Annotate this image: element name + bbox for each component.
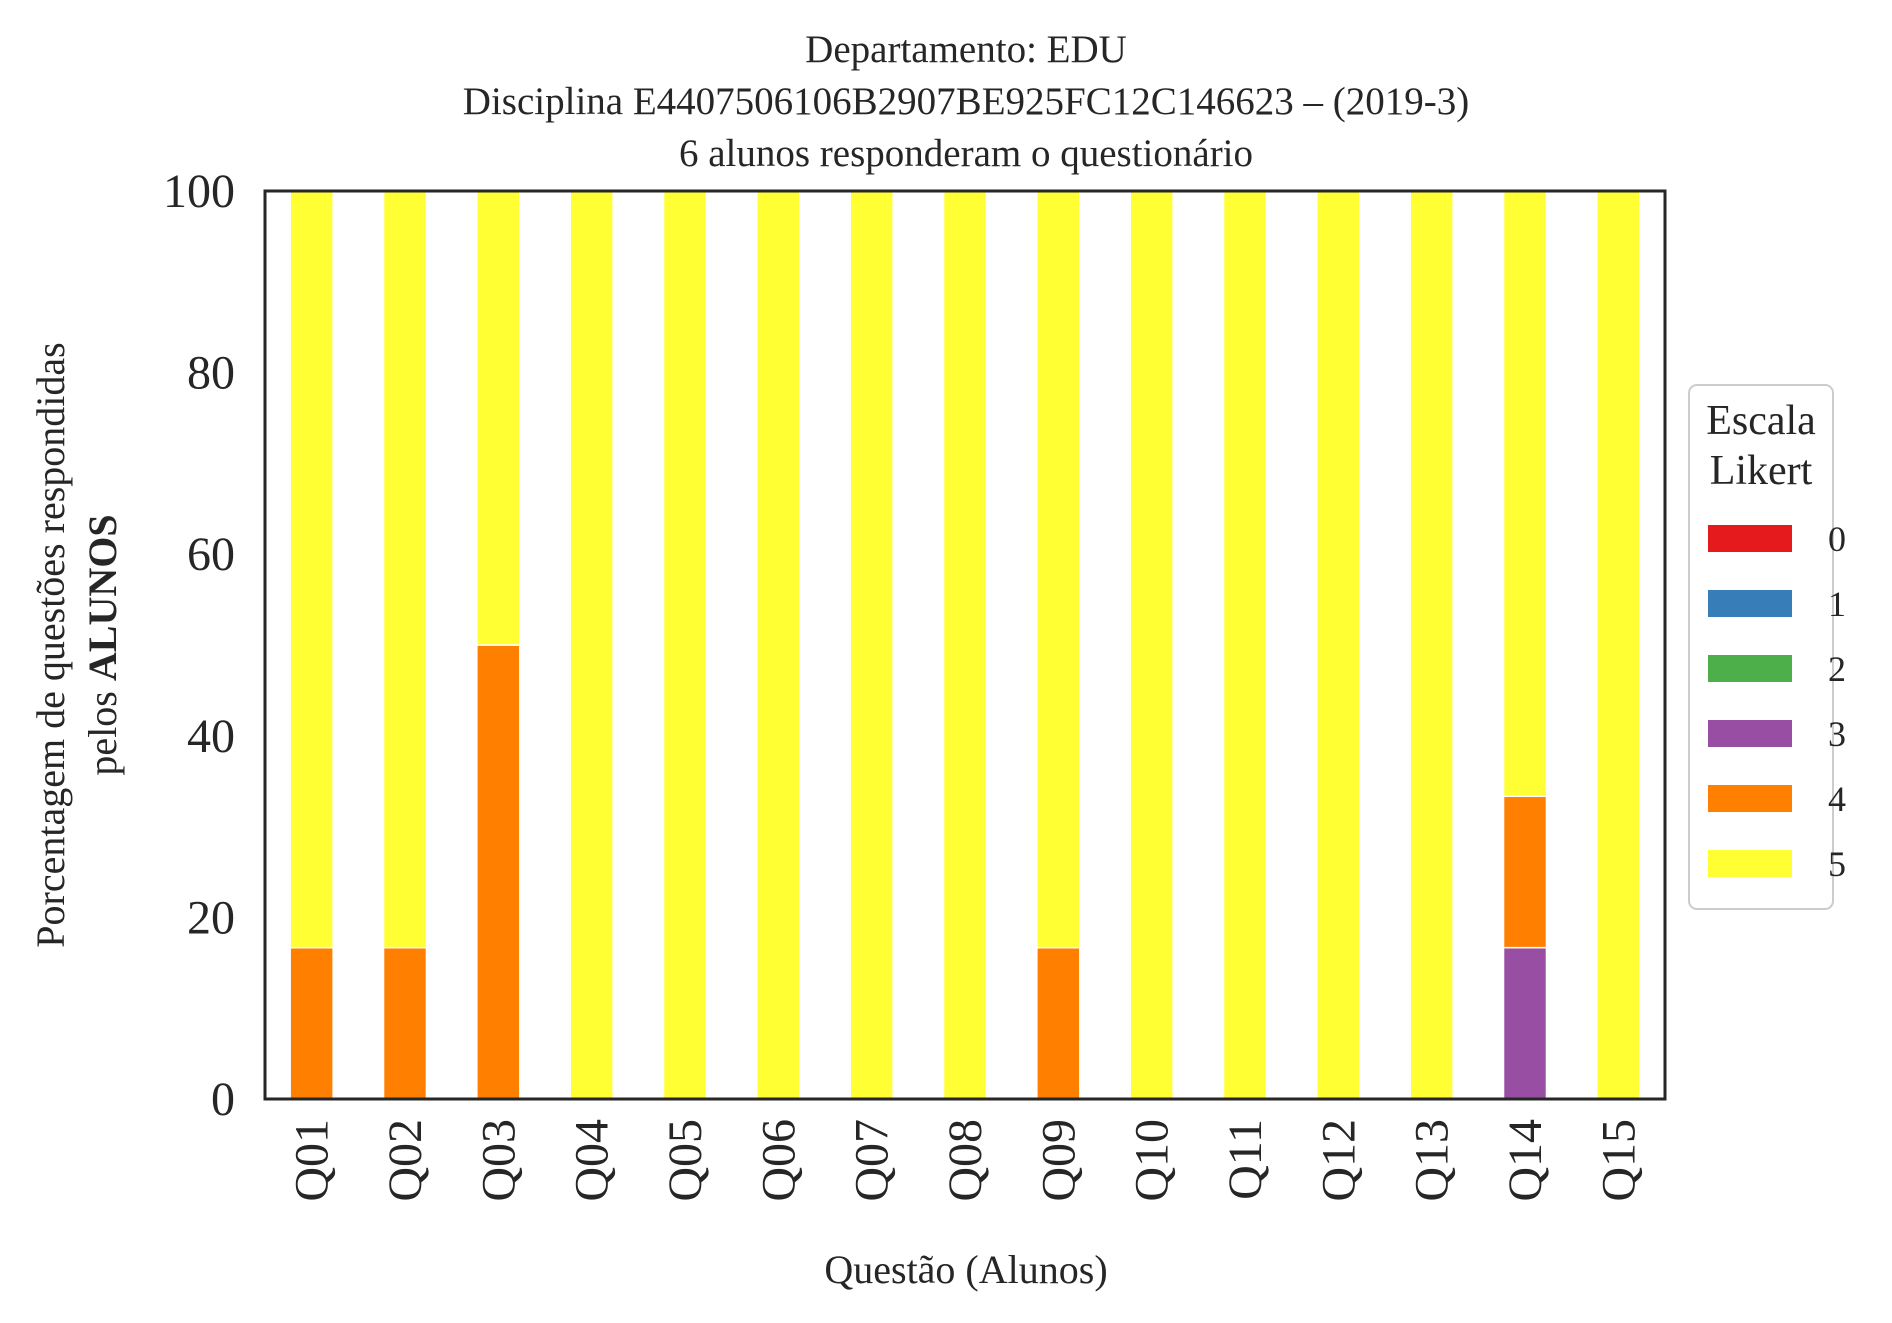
legend-swatch-4 <box>1708 785 1792 812</box>
x-tick-label-q04: Q04 <box>566 1119 619 1202</box>
legend-frame <box>1688 384 1834 910</box>
bar-q05-likert-5 <box>662 190 708 1100</box>
x-tick-label-q10: Q10 <box>1126 1119 1179 1202</box>
legend-swatch-3 <box>1708 720 1792 747</box>
title-line-3: 6 alunos responderam o questionário <box>679 132 1253 175</box>
bar-q03-likert-5 <box>476 190 521 646</box>
y-axis-label-line-2: pelos ALUNOS <box>80 514 125 775</box>
plot-frame <box>263 189 1667 1101</box>
x-tick-label-q01: Q01 <box>286 1119 339 1202</box>
legend-swatch-1 <box>1708 590 1792 617</box>
legend-label-0: 0 <box>1828 519 1846 559</box>
y-axis-label: Porcentagem de questões respondidas pelo… <box>28 342 125 947</box>
y-tick-label-40: 40 <box>187 710 235 763</box>
bar-q01-likert-4 <box>289 946 334 1100</box>
legend-label-2: 2 <box>1828 649 1846 689</box>
bar-q09-likert-5 <box>1036 190 1081 949</box>
y-tick-label-100: 100 <box>163 165 235 218</box>
y-axis-label-prefix: pelos <box>80 681 125 775</box>
chart-title: Departamento: EDU Disciplina E4407506106… <box>463 28 1469 175</box>
legend-swatch-2 <box>1708 655 1792 682</box>
legend-label-3: 3 <box>1828 714 1846 754</box>
legend-title-line-1: Escala <box>1706 398 1816 444</box>
x-tick-label-q06: Q06 <box>752 1119 805 1202</box>
x-tick-label-q02: Q02 <box>379 1119 432 1202</box>
bar-q12-likert-5 <box>1316 190 1361 1100</box>
bar-q14-likert-4 <box>1502 795 1548 949</box>
y-axis-ticks: 0 20 40 60 80 100 <box>163 165 235 1126</box>
y-axis-label-line-1: Porcentagem de questões respondidas <box>28 342 73 947</box>
x-axis-label: Questão (Alunos) <box>824 1247 1107 1292</box>
x-tick-label-q14: Q14 <box>1499 1119 1552 1202</box>
x-tick-label-q05: Q05 <box>659 1119 712 1202</box>
x-tick-label-q15: Q15 <box>1592 1119 1645 1202</box>
bar-q09-likert-4 <box>1036 946 1081 1100</box>
bar-q02-likert-4 <box>382 946 428 1100</box>
x-tick-label-q13: Q13 <box>1406 1119 1459 1202</box>
bar-q14-likert-5 <box>1502 190 1548 798</box>
bar-q10-likert-5 <box>1129 190 1174 1100</box>
bar-q08-likert-5 <box>942 190 988 1100</box>
x-tick-label-q12: Q12 <box>1312 1119 1365 1202</box>
bar-q03-likert-4 <box>476 644 521 1100</box>
x-tick-label-q07: Q07 <box>846 1119 899 1202</box>
legend-label-4: 4 <box>1828 779 1846 819</box>
y-tick-label-80: 80 <box>187 347 235 400</box>
legend-title-line-2: Likert <box>1710 448 1813 494</box>
bar-q14-likert-3 <box>1502 946 1548 1100</box>
bar-q02-likert-5 <box>382 190 428 949</box>
legend-label-5: 5 <box>1828 844 1846 884</box>
y-axis-label-bold: ALUNOS <box>80 514 125 681</box>
legend-label-1: 1 <box>1828 584 1846 624</box>
x-tick-label-q08: Q08 <box>939 1119 992 1202</box>
bar-q11-likert-5 <box>1222 190 1268 1100</box>
title-line-2: Disciplina E4407506106B2907BE925FC12C146… <box>463 80 1469 123</box>
bars-layer <box>289 190 1641 1100</box>
legend-swatch-0 <box>1708 525 1792 552</box>
y-tick-label-60: 60 <box>187 528 235 581</box>
bar-q04-likert-5 <box>569 190 614 1100</box>
legend-swatch-5 <box>1708 850 1792 877</box>
bar-q06-likert-5 <box>756 190 801 1100</box>
x-tick-label-q03: Q03 <box>472 1119 525 1202</box>
legend-items: 0 1 2 3 4 5 <box>1708 519 1846 884</box>
y-tick-label-20: 20 <box>187 891 235 944</box>
bar-q13-likert-5 <box>1409 190 1454 1100</box>
x-axis-ticks: Q01 Q02 Q03 Q04 Q05 Q06 Q07 Q08 Q09 Q10 Q11 Q12 Q13 Q… <box>286 1119 1646 1202</box>
bar-q15-likert-5 <box>1596 190 1641 1100</box>
bar-q01-likert-5 <box>289 190 334 949</box>
bar-q07-likert-5 <box>849 190 894 1100</box>
x-tick-label-q11: Q11 <box>1219 1119 1272 1200</box>
x-tick-label-q09: Q09 <box>1032 1119 1085 1202</box>
y-tick-label-0: 0 <box>211 1073 235 1126</box>
legend: Escala Likert 0 1 2 3 4 5 <box>1688 384 1846 910</box>
title-line-1: Departamento: EDU <box>805 28 1127 71</box>
